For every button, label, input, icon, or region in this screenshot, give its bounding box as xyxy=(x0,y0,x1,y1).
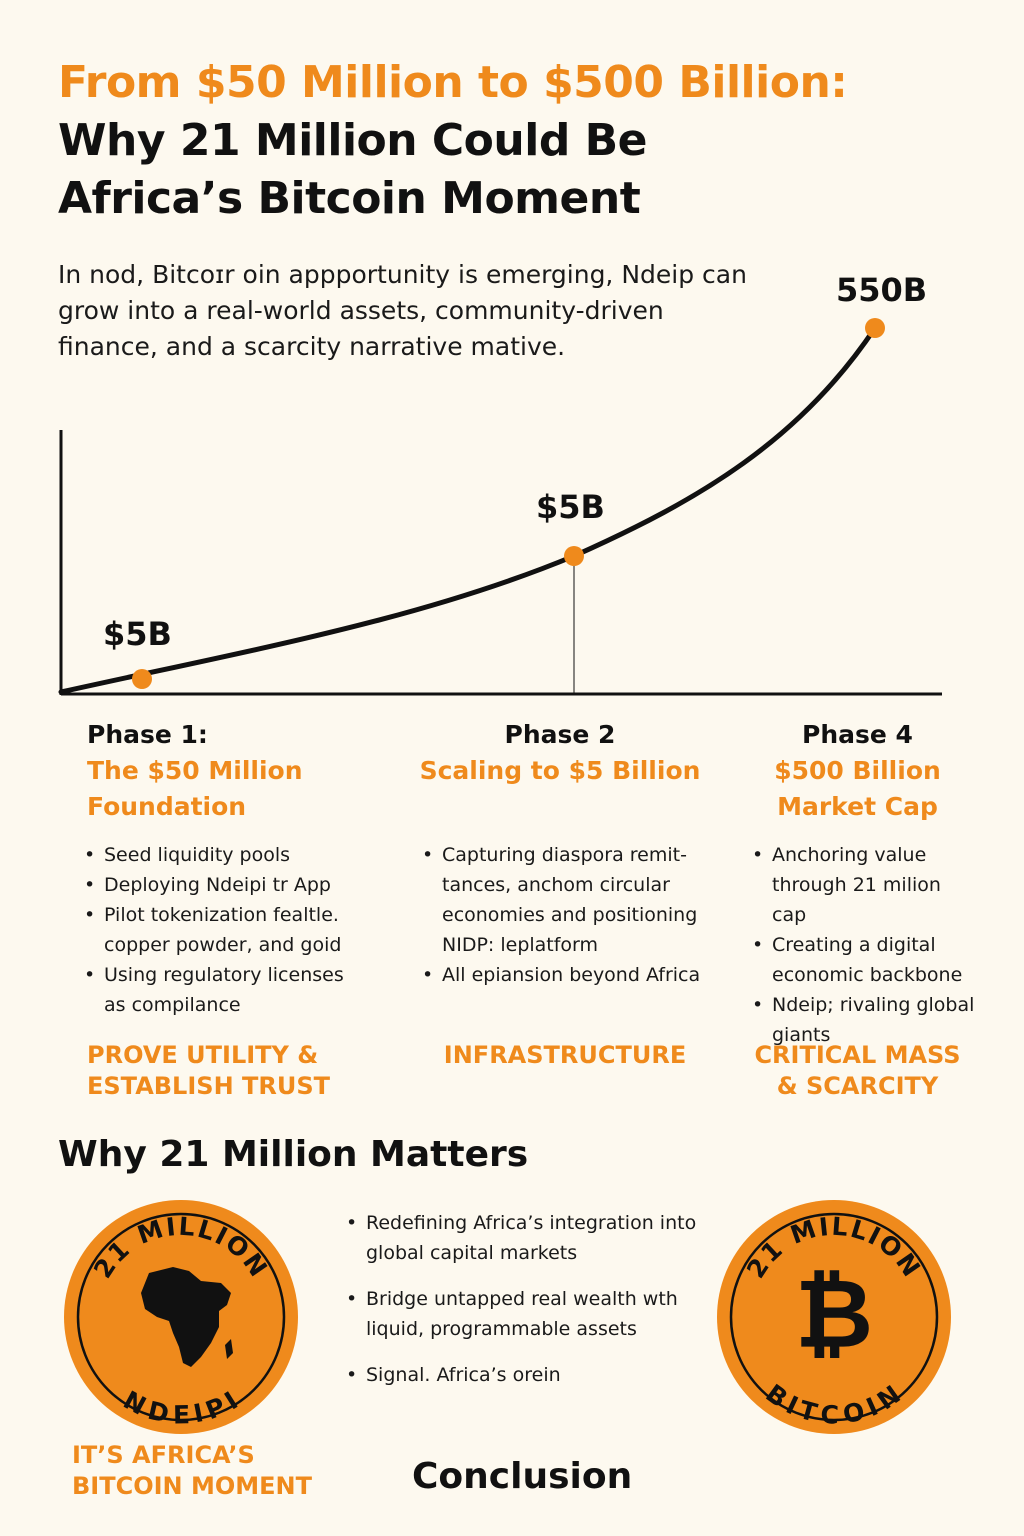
point-label-1: $5B xyxy=(103,615,172,653)
phase-2-column: Phase 2 Scaling to $5 Billion xyxy=(400,717,720,789)
phase-4-tag: CRITICAL MASS & SCARCITY xyxy=(740,1040,975,1102)
moment-tag: IT’S AFRICA’S BITCOIN MOMENT xyxy=(72,1440,312,1502)
list-item: Signal. Africa’s orein xyxy=(344,1360,704,1390)
phase-1-tag-line-2: ESTABLISH TRUST xyxy=(87,1072,330,1100)
point-label-3: 550B xyxy=(836,271,927,309)
intro-line-1: In nod, Bitcoɪr oin appportunity is emer… xyxy=(58,260,747,289)
phase-4-bullets: Anchoring value through 21 milion cap Cr… xyxy=(750,840,980,1050)
phase-4-title: Phase 4 xyxy=(802,720,913,749)
point-phase-1 xyxy=(132,669,152,689)
bitcoin-icon: ₿ xyxy=(795,1258,873,1370)
point-phase-4 xyxy=(865,318,885,338)
phase-2-tag-line-1: INFRASTRUCTURE xyxy=(443,1041,687,1069)
list-item: Redefining Africa’s integration into glo… xyxy=(344,1208,704,1268)
title-line-2: Why 21 Million Could Be xyxy=(58,115,648,166)
list-item: Anchoring value through 21 milion cap xyxy=(750,840,980,930)
intro-line-2: grow into a real-world assets, community… xyxy=(58,296,664,325)
list-item: Ndeip; rivaling global giants xyxy=(750,990,980,1050)
intro-text: In nod, Bitcoɪr oin appportunity is emer… xyxy=(58,257,747,365)
point-phase-2 xyxy=(564,546,584,566)
list-item: Deploying Ndeipi tr App xyxy=(82,870,362,900)
ndeipi-badge: 21 MILLION NDEIPI xyxy=(64,1200,298,1434)
point-label-2: $5B xyxy=(536,488,605,526)
why-title: Why 21 Million Matters xyxy=(58,1134,529,1175)
intro-line-3: finance, and a scarcity narrative mativе… xyxy=(58,332,566,361)
phase-4-tag-line-2: & SCARCITY xyxy=(776,1072,939,1100)
phase-1-tag: PROVE UTILITY & ESTABLISH TRUST xyxy=(87,1040,330,1102)
title-line-1: From $50 Million to $500 Billion: xyxy=(58,57,848,108)
moment-tag-line-2: BITCOIN MOMENT xyxy=(72,1472,312,1500)
phase-4-subtitle-1: $500 Billion xyxy=(774,756,941,785)
list-item: Creating a digital economic backbone xyxy=(750,930,980,990)
title-line-3: Africa’s Bitcoin Moment xyxy=(58,173,641,224)
africa-map-icon xyxy=(141,1267,233,1367)
phase-4-column: Phase 4 $500 Billion Market Cap xyxy=(740,717,975,825)
phase-1-tag-line-1: PROVE UTILITY & xyxy=(87,1041,319,1069)
list-item: Bridge untapped real wealth wth liquid, … xyxy=(344,1284,704,1344)
moment-tag-line-1: IT’S AFRICA’S xyxy=(72,1441,255,1469)
list-item: Pilot tokenization fealtle. copper powde… xyxy=(82,900,362,960)
phase-4-subtitle-2: Market Cap xyxy=(777,792,938,821)
list-item: Seed liquidity pools xyxy=(82,840,362,870)
page-title: From $50 Million to $500 Billion: Why 21… xyxy=(58,54,848,228)
growth-curve xyxy=(58,325,878,695)
phase-1-column: Phase 1: The $50 Million Foundation xyxy=(87,717,387,825)
bitcoin-badge: 21 MILLION BITCOIN ₿ xyxy=(717,1200,951,1434)
phase-1-subtitle-2: Foundation xyxy=(87,792,247,821)
list-item: All epiansion beyond Africa xyxy=(420,960,710,990)
growth-chart: $5B $5B 550B xyxy=(58,271,942,696)
phase-2-subtitle-1: Scaling to $5 Billion xyxy=(419,756,701,785)
phase-1-bullets: Seed liquidity pools Deploying Ndeipi tr… xyxy=(82,840,362,1020)
phase-2-tag: INFRASTRUCTURE xyxy=(400,1040,730,1071)
phase-2-bullets: Capturing diaspora remit- tances, anchom… xyxy=(420,840,710,990)
phase-1-subtitle-1: The $50 Million xyxy=(87,756,303,785)
conclusion-heading: Conclusion xyxy=(412,1456,633,1497)
phase-4-tag-line-1: CRITICAL MASS xyxy=(754,1041,961,1069)
why-bullets: Redefining Africa’s integration into glo… xyxy=(344,1208,704,1390)
list-item: Using regulatory licenses as compilance xyxy=(82,960,362,1020)
phase-2-title: Phase 2 xyxy=(504,720,616,749)
phase-1-title: Phase 1: xyxy=(87,720,208,749)
list-item: Capturing diaspora remit- tances, anchom… xyxy=(420,840,710,960)
